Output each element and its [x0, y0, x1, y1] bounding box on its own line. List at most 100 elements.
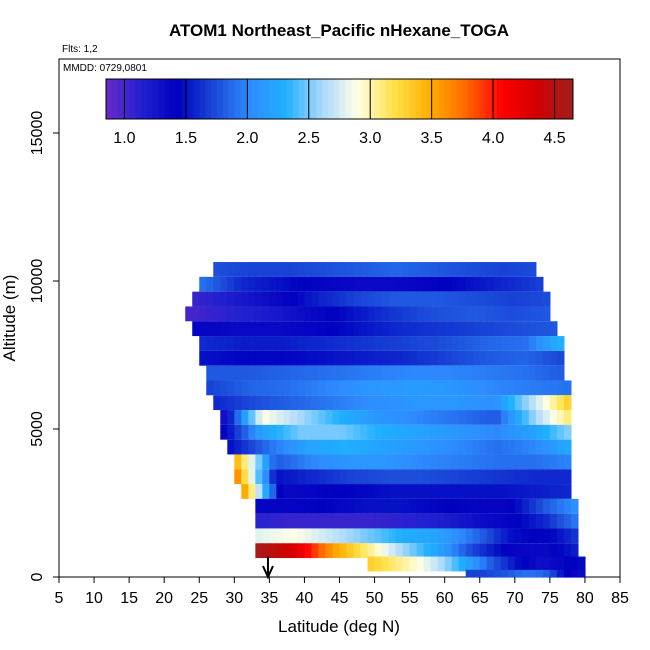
heatmap-cell — [332, 336, 341, 351]
heatmap-cell — [486, 262, 495, 277]
heatmap-cell — [248, 380, 256, 396]
heatmap-cell — [283, 380, 292, 396]
heatmap-cell — [500, 439, 509, 455]
heatmap-cell — [444, 262, 453, 277]
heatmap-cell — [332, 454, 341, 470]
heatmap-cell — [220, 424, 228, 440]
heatmap-cell — [465, 498, 474, 514]
heatmap-cell — [472, 543, 481, 559]
heatmap-cell — [311, 410, 320, 425]
heatmap-cell — [318, 469, 327, 485]
heatmap-cell — [339, 291, 348, 307]
heatmap-cell — [332, 321, 341, 337]
heatmap-cell — [248, 276, 256, 292]
heatmap-cell — [444, 484, 453, 499]
heatmap-cell — [346, 321, 355, 337]
heatmap-cell — [437, 276, 446, 292]
heatmap-cell — [283, 424, 292, 440]
heatmap-cell — [423, 291, 432, 307]
heatmap-cell — [409, 365, 418, 381]
y-tick-label: 5000 — [29, 411, 46, 447]
heatmap-cell — [528, 336, 537, 351]
heatmap-cell — [346, 454, 355, 470]
heatmap-cell — [255, 291, 263, 307]
heatmap-cell — [290, 424, 299, 440]
colorbar-segment — [263, 79, 270, 119]
heatmap-cell — [542, 439, 551, 455]
heatmap-cell — [528, 410, 537, 425]
heatmap-cell — [255, 469, 263, 485]
heatmap-cell — [206, 350, 214, 366]
heatmap-cell — [402, 380, 411, 396]
heatmap-cell — [479, 380, 488, 396]
heatmap-cell — [437, 306, 446, 322]
colorbar-tick-label: 1.0 — [113, 130, 135, 147]
heatmap-cell — [290, 276, 299, 292]
colorbar-segment — [567, 79, 574, 119]
heatmap-cell — [444, 350, 453, 366]
heatmap-cell — [409, 262, 418, 277]
heatmap-cell — [458, 306, 467, 322]
heatmap-cell — [297, 469, 306, 485]
heatmap-cell — [493, 469, 502, 485]
heatmap-cell — [542, 350, 551, 366]
colorbar-segment — [351, 79, 358, 119]
heatmap-cell — [486, 498, 495, 514]
heatmap-cell — [437, 291, 446, 307]
colorbar-segment — [275, 79, 282, 119]
heatmap-cell — [493, 262, 502, 277]
heatmap-cell — [521, 380, 530, 396]
heatmap-cell — [549, 424, 558, 440]
heatmap-cell — [262, 498, 270, 514]
heatmap-cell — [346, 262, 355, 277]
heatmap-cell — [444, 424, 453, 440]
heatmap-cell — [430, 439, 439, 455]
heatmap-cell — [486, 424, 495, 440]
heatmap-cell — [304, 262, 313, 277]
heatmap-cell — [353, 262, 362, 277]
heatmap-cell — [367, 528, 376, 544]
heatmap-cell — [528, 395, 537, 411]
heatmap-cell — [353, 424, 362, 440]
heatmap-cell — [255, 528, 263, 544]
heatmap-cell — [213, 336, 221, 351]
heatmap-cell — [255, 276, 263, 292]
heatmap-cell — [388, 365, 397, 381]
colorbar-tick-label: 3.0 — [359, 130, 381, 147]
heatmap-cell — [409, 306, 418, 322]
heatmap-cell — [493, 424, 502, 440]
heatmap-cell — [388, 262, 397, 277]
heatmap-cell — [297, 291, 306, 307]
colorbar-segment — [339, 79, 346, 119]
heatmap-cell — [409, 291, 418, 307]
heatmap-cell — [339, 262, 348, 277]
heatmap-cell — [521, 306, 530, 322]
heatmap-cell — [514, 569, 523, 578]
colorbar-segment — [409, 79, 416, 119]
x-tick-label: 35 — [260, 590, 278, 607]
colorbar-segment — [357, 79, 364, 119]
colorbar-segment — [432, 79, 440, 119]
heatmap-cell — [416, 395, 425, 411]
heatmap-cell — [437, 528, 446, 544]
colorbar-segment — [491, 79, 498, 119]
colorbar-segment — [421, 79, 428, 119]
heatmap-cell — [423, 439, 432, 455]
heatmap-cell — [367, 454, 376, 470]
heatmap-cell — [465, 454, 474, 470]
heatmap-cell — [479, 291, 488, 307]
heatmap-cell — [542, 424, 551, 440]
heatmap-cell — [255, 262, 263, 277]
heatmap-cell — [374, 543, 383, 559]
heatmap-cell — [528, 424, 537, 440]
heatmap-cell — [556, 454, 565, 470]
heatmap-cell — [556, 336, 565, 351]
heatmap-cell — [514, 262, 523, 277]
heatmap-cell — [514, 306, 523, 322]
heatmap-cell — [430, 469, 439, 485]
heatmap-cell — [388, 291, 397, 307]
heatmap-cell — [283, 513, 292, 529]
heatmap-cell — [304, 454, 313, 470]
heatmap-cell — [374, 556, 383, 572]
colorbar-segment — [321, 79, 329, 119]
